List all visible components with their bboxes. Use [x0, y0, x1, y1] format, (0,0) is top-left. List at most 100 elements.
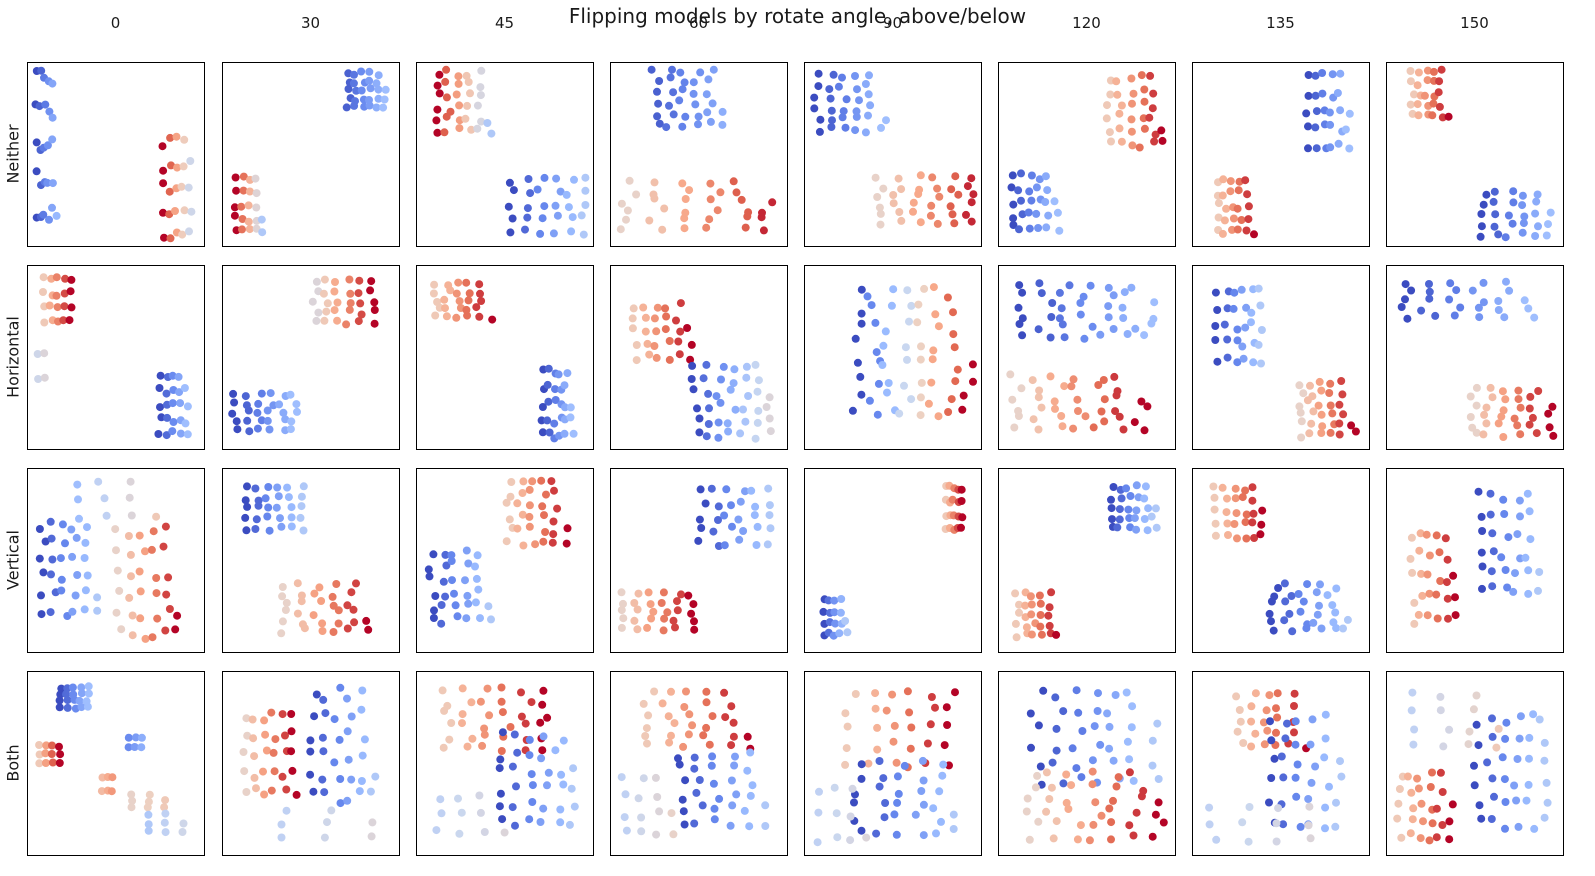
scatter-point [260, 716, 269, 725]
scatter-point [741, 223, 750, 232]
scatter-point [1154, 798, 1163, 807]
scatter-point [357, 777, 366, 785]
scatter-point [155, 384, 164, 392]
scatter-point [80, 554, 89, 562]
scatter-point [1033, 771, 1042, 780]
scatter-point [926, 211, 935, 220]
scatter-point [471, 598, 480, 607]
scatter-point [968, 360, 977, 369]
scatter-point [1153, 719, 1162, 728]
scatter-point [355, 787, 364, 796]
scatter-point [1418, 591, 1427, 600]
scatter-point [1312, 144, 1321, 153]
scatter-point [429, 550, 438, 559]
scatter-point [48, 555, 57, 564]
scatter-point [1107, 137, 1115, 146]
scatter-point [1127, 283, 1136, 292]
scatter-point [1335, 430, 1344, 439]
scatter-point [437, 809, 446, 818]
scatter-point [751, 360, 760, 369]
scatter-point [440, 295, 449, 304]
scatter-point [124, 743, 133, 752]
scatter-point [442, 561, 451, 570]
scatter-point [61, 274, 70, 283]
scatter-point [228, 409, 237, 418]
scatter-point [519, 477, 528, 486]
scatter-point [1345, 109, 1354, 118]
scatter-point [851, 72, 859, 80]
scatter-point [1518, 201, 1527, 210]
scatter-point [343, 694, 351, 703]
scatter-point [1288, 627, 1297, 636]
scatter-point [1238, 493, 1247, 502]
scatter-point [946, 202, 955, 211]
scatter-point [1126, 523, 1135, 532]
scatter-point [689, 78, 698, 87]
scatter-point [239, 186, 248, 195]
scatter-point [127, 790, 136, 799]
scatter-point [242, 401, 251, 410]
scatter-point [728, 522, 736, 531]
scatter-point [1118, 303, 1127, 312]
scatter-point [310, 589, 319, 598]
scatter-point [928, 355, 937, 364]
scatter-point [1052, 724, 1061, 733]
scatter-point [477, 66, 486, 75]
scatter-point [1337, 377, 1346, 385]
scatter-point [1109, 325, 1118, 333]
scatter-point [52, 211, 61, 220]
scatter-point [1247, 318, 1255, 327]
scatter-point [690, 764, 699, 773]
scatter-point [517, 712, 526, 721]
scatter-point [55, 696, 64, 705]
scatter-point [763, 540, 772, 549]
scatter-point [473, 101, 482, 110]
scatter-point [160, 803, 169, 812]
scatter-point [1306, 834, 1315, 843]
scatter-point [77, 703, 86, 712]
scatter-point [828, 116, 836, 125]
scatter-point [879, 184, 888, 193]
scatter-point [257, 389, 266, 398]
scatter-point [1336, 757, 1344, 766]
scatter-point [690, 617, 698, 626]
scatter-point [673, 597, 681, 606]
scatter-point [525, 735, 534, 744]
scatter-point [1251, 729, 1260, 738]
scatter-point [1296, 607, 1305, 616]
scatter-point [526, 189, 535, 198]
scatter-point [1470, 781, 1479, 790]
scatter-point [1318, 422, 1327, 431]
scatter-point [1017, 196, 1025, 205]
scatter-point [1132, 525, 1141, 534]
scatter-point [239, 748, 248, 756]
scatter-point [950, 219, 959, 228]
scatter-point [842, 744, 851, 753]
scatter-point [1432, 804, 1441, 813]
scatter-point [83, 523, 91, 532]
scatter-point [508, 214, 517, 223]
scatter-point [579, 230, 588, 239]
scatter-point [732, 188, 741, 197]
scatter-point [539, 732, 548, 741]
scatter-point [810, 104, 819, 113]
scatter-point [1524, 304, 1533, 313]
panel-horizontal-0 [27, 265, 205, 450]
scatter-point [710, 815, 719, 824]
scatter-point [424, 565, 433, 574]
scatter-point [957, 497, 966, 505]
scatter-point [512, 782, 520, 791]
scatter-point [233, 425, 242, 434]
scatter-point [176, 429, 185, 438]
scatter-point [765, 511, 774, 520]
scatter-point [519, 541, 528, 550]
scatter-point [1443, 594, 1452, 603]
scatter-point [1441, 534, 1450, 543]
scatter-point [245, 427, 254, 436]
scatter-point [47, 534, 56, 543]
scatter-point [1535, 568, 1544, 576]
scatter-point [1311, 91, 1320, 100]
scatter-point [1279, 773, 1288, 782]
scatter-point [621, 790, 630, 799]
scatter-point [1111, 691, 1120, 699]
